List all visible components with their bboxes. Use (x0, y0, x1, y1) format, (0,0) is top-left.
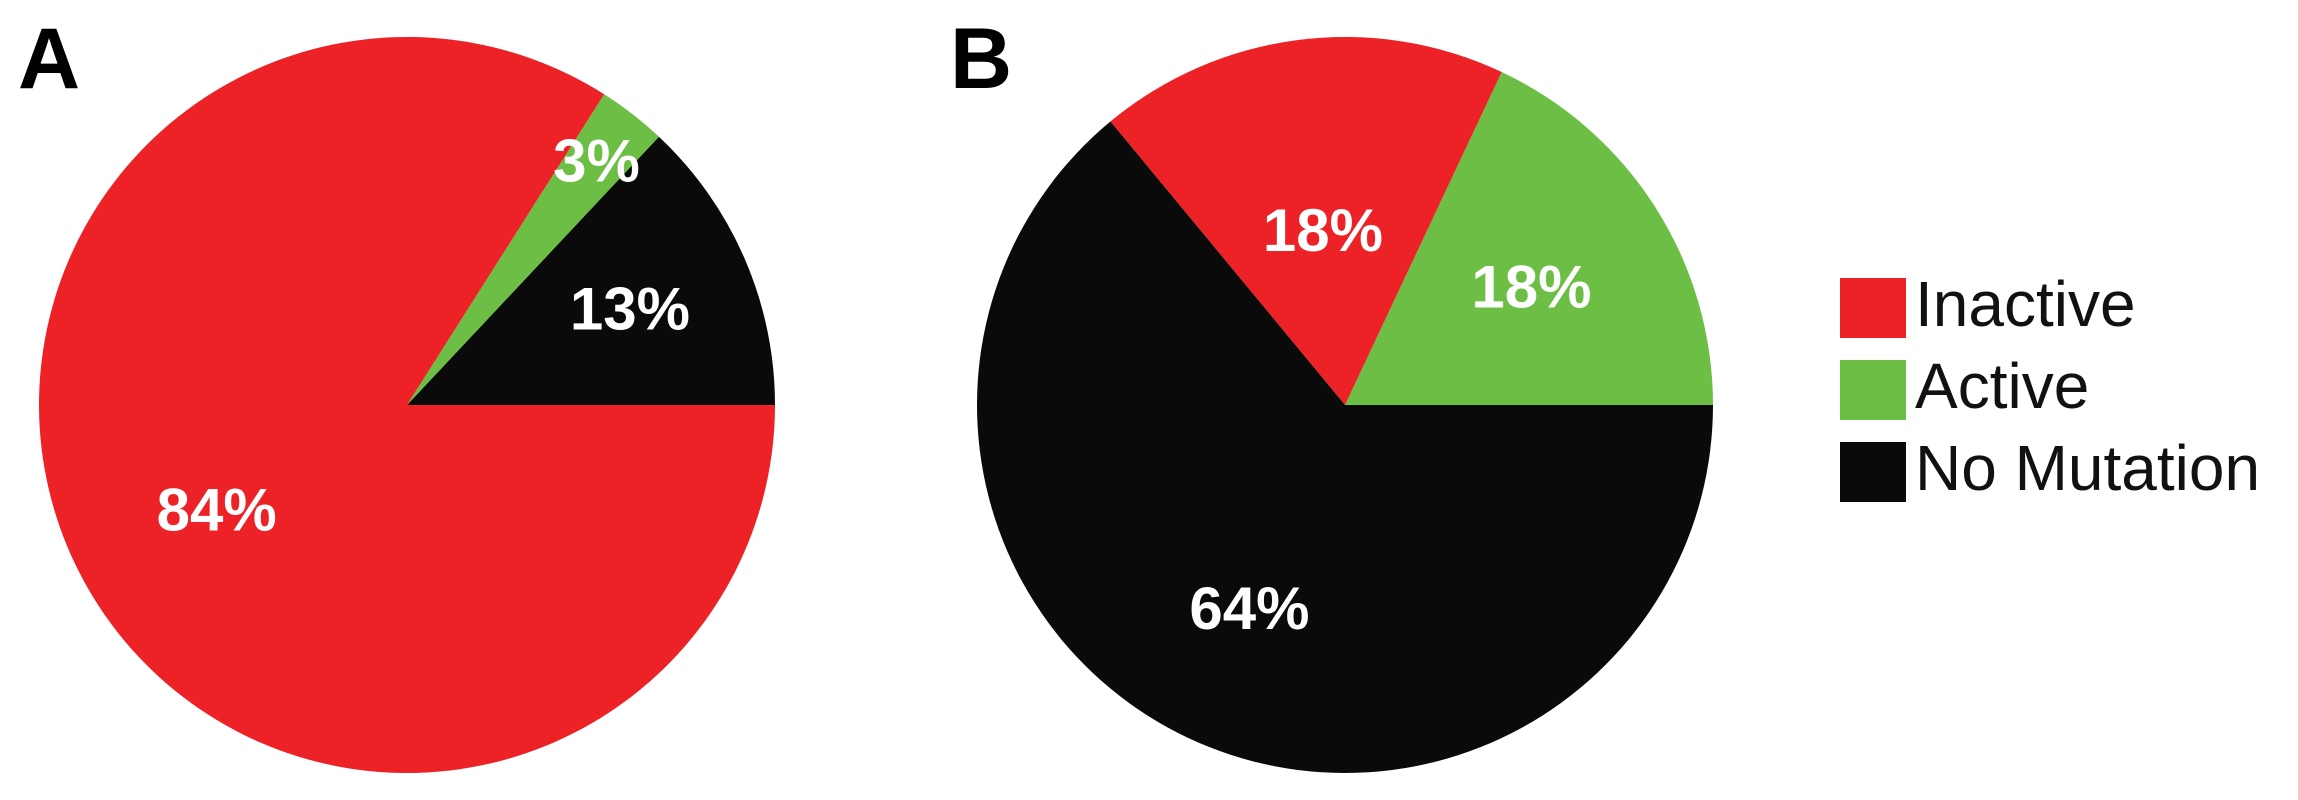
pie-b-label-no-mutation: 64% (1189, 575, 1309, 642)
pie-b-slice-active (1345, 72, 1713, 406)
pie-a-slice-active (407, 94, 659, 405)
pie-b-slice-no-mutation (977, 121, 1713, 774)
panel-label-b: B (950, 11, 1012, 107)
pie-b-label-inactive: 18% (1263, 197, 1383, 264)
legend-swatch-inactive (1840, 278, 1906, 338)
pie-chart-a: 13% 3% 84% (38, 37, 775, 774)
pie-a-label-active: 3% (553, 128, 640, 195)
legend-swatch-active (1840, 360, 1906, 420)
legend-swatch-no-mutation (1840, 442, 1906, 502)
pie-a-slice-no-mutation (407, 136, 775, 406)
pie-b-slice-inactive (1110, 36, 1502, 406)
legend-label-inactive: Inactive (1915, 268, 2136, 340)
pie-chart-b: 18% 18% 64% (977, 36, 1713, 774)
legend: Inactive Active No Mutation (1840, 268, 2260, 504)
legend-label-no-mutation: No Mutation (1915, 432, 2260, 504)
panel-label-a: A (18, 11, 80, 107)
pie-a-slice-inactive (38, 37, 775, 774)
pie-b-label-active: 18% (1471, 254, 1591, 321)
pie-a-label-inactive: 84% (157, 477, 277, 544)
legend-label-active: Active (1915, 350, 2089, 422)
pie-a-label-no-mutation: 13% (570, 276, 690, 343)
